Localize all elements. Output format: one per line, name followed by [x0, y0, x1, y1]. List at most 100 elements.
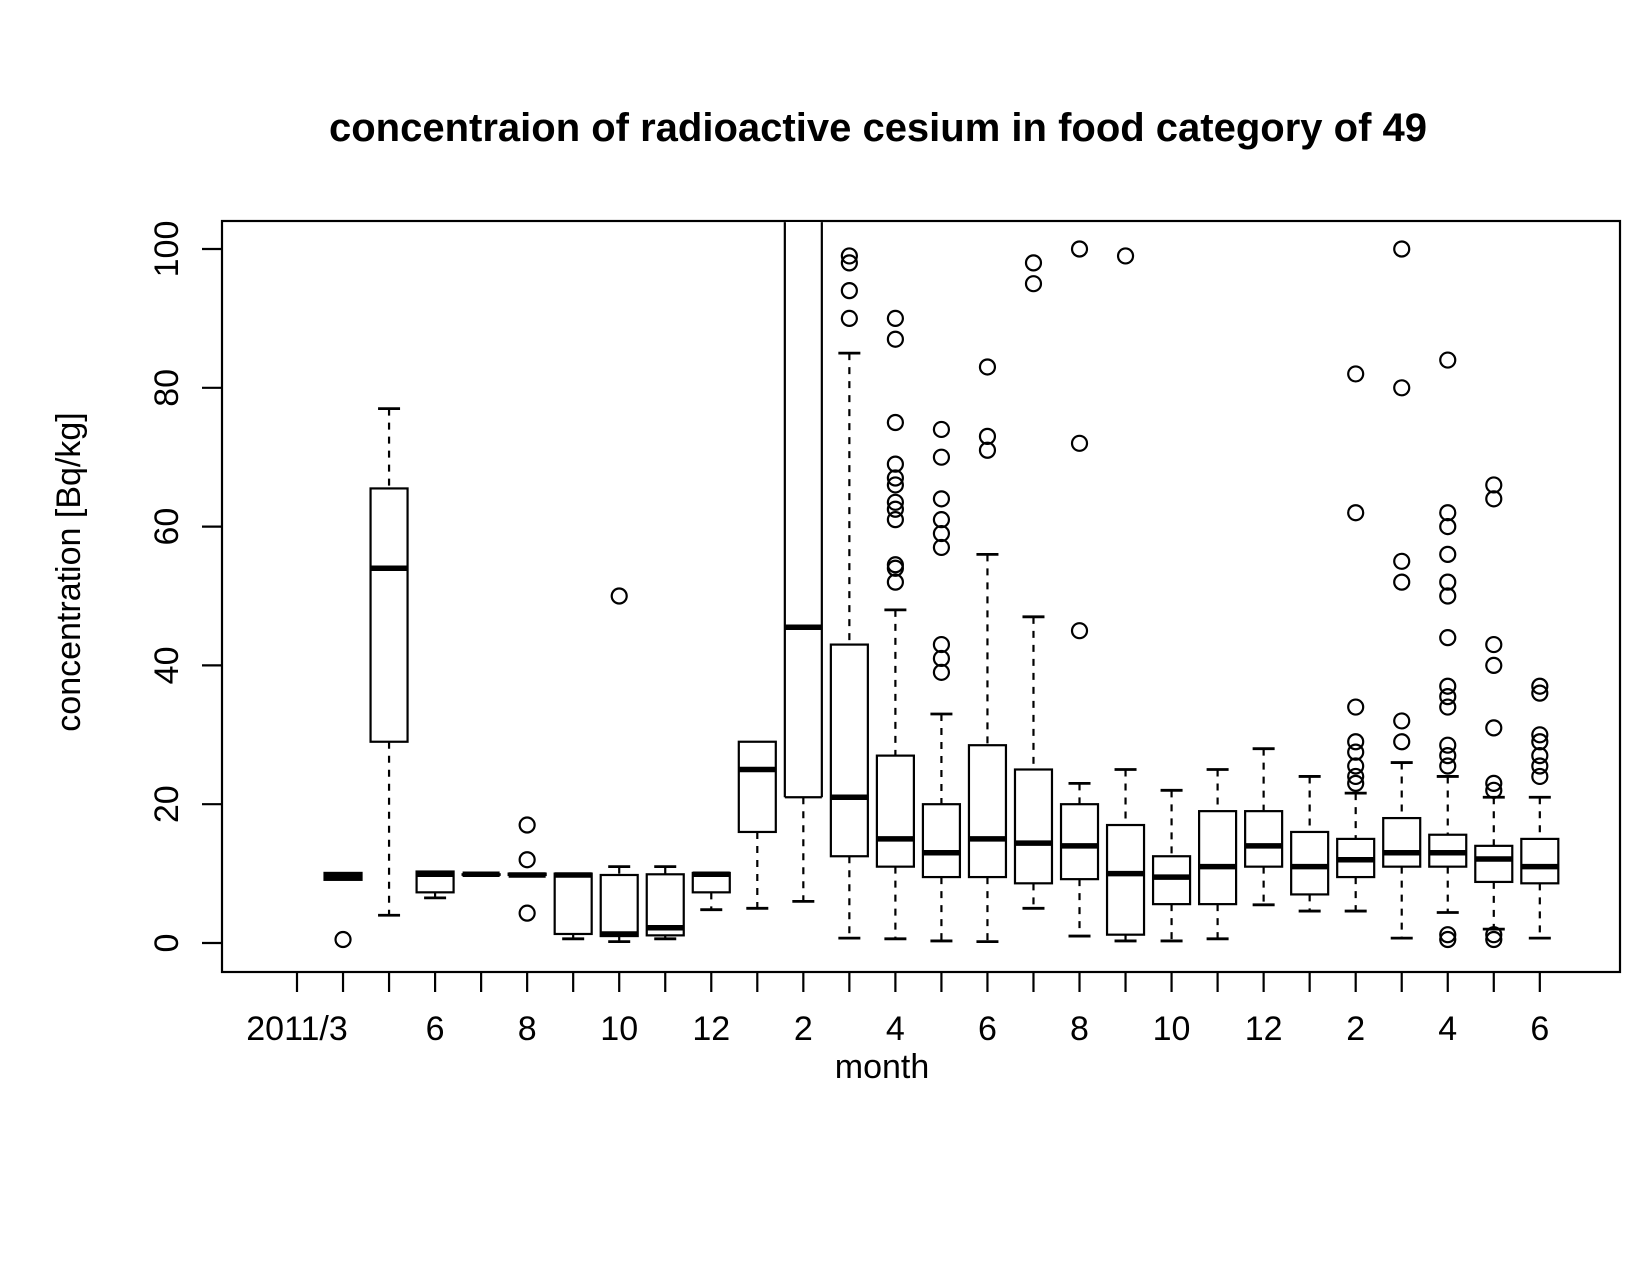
outlier-point: [932, 635, 951, 654]
outlier-point: [1531, 726, 1549, 744]
outlier-point: [932, 448, 951, 466]
outlier-point: [1439, 736, 1457, 754]
box-fill: [692, 872, 730, 893]
box: [1290, 830, 1330, 896]
outlier-point: [1393, 573, 1411, 591]
box: [967, 744, 1008, 879]
outlier-point: [1393, 240, 1411, 258]
outlier-point: [932, 663, 951, 681]
outlier-point: [932, 490, 951, 508]
box-fill: [1475, 845, 1513, 882]
outlier-point: [1393, 552, 1411, 570]
box-fill: [876, 755, 914, 867]
outlier-point: [1070, 622, 1089, 640]
outlier-point: [1531, 767, 1549, 786]
outlier-point: [1393, 733, 1411, 751]
outlier-point: [1347, 365, 1365, 383]
x-axis-title: month: [835, 1048, 930, 1086]
box-fill: [1153, 856, 1191, 905]
outlier-point: [1485, 719, 1503, 737]
outlier-point: [1024, 254, 1043, 272]
outlier-point: [886, 476, 904, 494]
x-tick-label: 10: [1153, 1010, 1191, 1048]
outlier-point: [1347, 504, 1365, 522]
outlier-point: [1024, 275, 1043, 293]
outlier-point: [1485, 656, 1503, 675]
outlier-point: [1485, 781, 1503, 799]
outlier-point: [932, 511, 951, 529]
plot-frame: [220, 219, 1622, 974]
box-fill: [1014, 769, 1052, 884]
outlier-point: [334, 930, 352, 949]
box: [645, 873, 685, 937]
outlier-point: [978, 358, 997, 376]
box: [1013, 768, 1054, 885]
outlier-point: [518, 904, 536, 922]
box: [1105, 823, 1146, 936]
y-axis-title: concentration [Bq/kg]: [50, 412, 88, 731]
outlier-point: [932, 420, 951, 439]
x-tick-label: 2: [794, 1010, 813, 1048]
outlier-point: [1485, 774, 1503, 792]
outlier-point: [840, 282, 858, 300]
outlier-point: [1439, 688, 1457, 706]
box: [369, 487, 409, 743]
box: [1244, 810, 1284, 868]
box-fill: [370, 488, 408, 742]
box: [1474, 844, 1514, 884]
box-fill: [738, 741, 776, 832]
box-fill: [554, 873, 592, 934]
outlier-point: [1347, 698, 1365, 716]
plot-area: 0 20 40 60 80 100 2011/3 6 8 10 12 2 4 6 8 10 12 2 4 6: [148, 219, 1622, 1048]
x-tick-label: 12: [692, 1010, 730, 1048]
box-fill: [1291, 831, 1329, 895]
outlier-point: [1485, 476, 1503, 494]
box: [1059, 803, 1100, 881]
y-tick-label: 100: [148, 221, 186, 278]
outlier-point: [840, 254, 858, 272]
outlier-point: [1531, 677, 1549, 695]
x-tick-label: 8: [518, 1010, 537, 1048]
outlier-point: [1439, 573, 1457, 591]
outlier-point: [1485, 490, 1503, 508]
outlier-point: [1439, 677, 1457, 695]
box: [921, 803, 962, 879]
outlier-point: [1439, 930, 1457, 949]
box: [737, 740, 777, 834]
outlier-point: [1439, 629, 1457, 647]
outlier-point: [1485, 930, 1503, 949]
outlier-point: [932, 538, 951, 557]
outlier-point: [1531, 747, 1549, 765]
outlier-point: [886, 500, 904, 518]
outlier-point: [1439, 926, 1457, 944]
outlier-point: [886, 455, 904, 473]
x-tick-label: 4: [886, 1010, 905, 1048]
x-tick-label: 8: [1070, 1010, 1089, 1048]
box: [1151, 855, 1192, 906]
outlier-point: [886, 511, 904, 529]
chart-title: concentraion of radioactive cesium in fo…: [329, 106, 1427, 150]
box-fill: [1107, 825, 1145, 935]
outlier-point: [1485, 635, 1503, 654]
x-tick-label: 4: [1438, 1010, 1457, 1048]
y-tick-label: 20: [148, 785, 186, 823]
y-tick-label: 0: [148, 934, 186, 953]
box: [875, 754, 915, 868]
box-fill: [600, 874, 638, 937]
box-fill: [968, 745, 1006, 878]
outlier-point: [518, 816, 536, 834]
x-tick-label: 10: [600, 1010, 638, 1048]
y-tick-label: 60: [148, 508, 186, 546]
outlier-point: [886, 559, 904, 577]
outlier-point: [1347, 757, 1365, 775]
outlier-point: [1116, 247, 1135, 265]
x-tick-label: 2: [1346, 1010, 1365, 1048]
x-tick-label: 12: [1245, 1010, 1283, 1048]
outlier-point: [1439, 747, 1457, 765]
outlier-point: [1393, 379, 1411, 397]
outlier-point: [1439, 698, 1457, 716]
box-fill: [922, 804, 960, 878]
outlier-point: [886, 413, 904, 432]
outlier-point: [840, 309, 858, 327]
outlier-point: [1347, 767, 1365, 786]
